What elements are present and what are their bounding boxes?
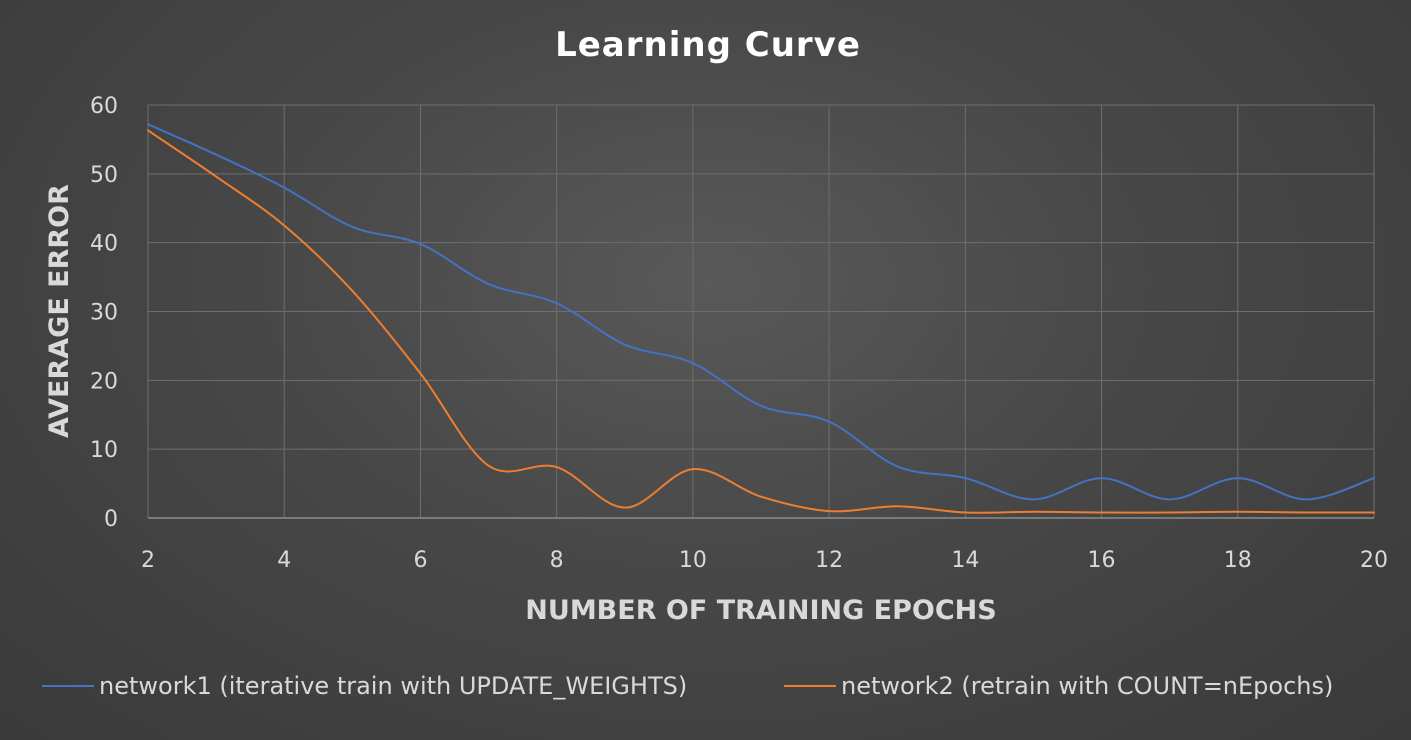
series-line-network2 (147, 129, 1375, 514)
x-tick-label: 10 (679, 548, 707, 573)
x-tick-label: 8 (550, 548, 564, 573)
x-tick-label: 6 (413, 548, 427, 573)
x-tick-label: 4 (277, 548, 291, 573)
series-line-network1 (147, 123, 1375, 501)
y-tick-label: 20 (90, 369, 118, 394)
y-axis-title: AVERAGE ERROR (44, 184, 75, 438)
x-tick-label: 16 (1088, 548, 1116, 573)
y-tick-label: 10 (90, 438, 118, 463)
legend-item-network1: network1 (iterative train with UPDATE_WE… (42, 672, 687, 700)
tick-labels: 0 10 20 30 40 50 60 2 4 6 8 10 12 14 16 18 20 (90, 94, 1388, 573)
y-tick-label: 0 (104, 507, 118, 532)
x-tick-label: 2 (141, 548, 155, 573)
x-tick-label: 12 (815, 548, 843, 573)
legend-item-network2: network2 (retrain with COUNT=nEpochs) (784, 672, 1333, 700)
x-tick-label: 20 (1360, 548, 1388, 573)
legend-label-network1: network1 (iterative train with UPDATE_WE… (99, 672, 687, 700)
x-tick-label: 18 (1224, 548, 1252, 573)
x-tick-label: 14 (951, 548, 979, 573)
y-tick-label: 60 (90, 94, 118, 119)
y-tick-label: 50 (90, 163, 118, 188)
legend-label-network2: network2 (retrain with COUNT=nEpochs) (841, 672, 1333, 700)
series-lines (147, 123, 1375, 514)
y-tick-label: 30 (90, 301, 118, 326)
legend: network1 (iterative train with UPDATE_WE… (42, 672, 1333, 700)
chart-title: Learning Curve (555, 25, 861, 65)
x-axis-title: NUMBER OF TRAINING EPOCHS (525, 595, 996, 626)
gridlines (147, 104, 1375, 518)
y-tick-label: 40 (90, 232, 118, 257)
